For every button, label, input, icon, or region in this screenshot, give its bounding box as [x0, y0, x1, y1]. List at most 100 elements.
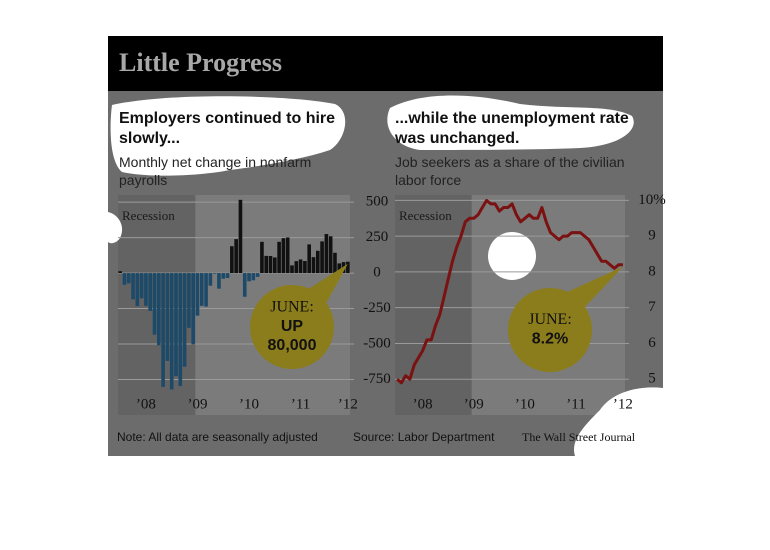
chart-subtitle: Monthly net change in nonfarm payrolls — [119, 154, 312, 188]
x-tick-label: ’08 — [136, 396, 156, 412]
y-tick-label: 8 — [648, 263, 656, 279]
bar — [126, 273, 131, 284]
bar — [135, 273, 140, 307]
bar — [208, 273, 213, 286]
bar — [238, 199, 243, 274]
bar — [122, 273, 127, 285]
credit: The Wall Street Journal — [522, 430, 636, 444]
bar — [281, 238, 286, 274]
chart-subtitle: Job seekers as a share of the civilian l… — [395, 154, 625, 188]
mask-blob — [387, 95, 634, 150]
note: Note: All data are seasonally adjusted — [117, 430, 318, 444]
x-tick-label: ’08 — [413, 396, 433, 412]
bar — [324, 234, 329, 274]
bar — [311, 257, 316, 274]
chart-title: ...while the unemployment rate was uncha… — [395, 110, 629, 147]
bar — [268, 256, 273, 274]
mask-blob — [574, 387, 663, 456]
recession-label: Recession — [122, 208, 175, 223]
bar — [118, 271, 122, 274]
bar — [169, 273, 174, 390]
source: Source: Labor Department — [353, 430, 495, 444]
callout-text: 8.2% — [532, 331, 568, 348]
recession-shade — [395, 195, 472, 415]
bar — [346, 261, 350, 274]
bar — [320, 241, 324, 274]
mask-blob — [108, 212, 123, 244]
bar — [333, 252, 337, 274]
bar — [290, 265, 294, 274]
y-tick-label: 9 — [648, 228, 656, 244]
bar — [161, 273, 165, 387]
y-tick-label: 6 — [648, 335, 656, 351]
x-tick-label: ’12 — [338, 396, 358, 412]
y-tick-label: 7 — [648, 299, 656, 315]
callout-text: UP — [281, 318, 304, 335]
line-series — [396, 198, 623, 385]
x-tick-label: ’09 — [187, 396, 207, 412]
callout-circle — [508, 288, 592, 372]
bar — [178, 273, 183, 387]
bar — [328, 236, 333, 274]
bar — [221, 273, 226, 279]
bar — [182, 273, 187, 367]
chart-title: Employers continued to hire slowly... — [119, 110, 336, 147]
bar — [144, 273, 148, 306]
y-tick-label: 5 — [648, 371, 656, 387]
callout-pointer — [565, 266, 623, 310]
mask-blob — [110, 96, 346, 176]
y-tick-label: 0 — [373, 265, 381, 281]
bar — [217, 273, 221, 289]
bar — [315, 250, 320, 274]
y-tick-label: 500 — [366, 194, 389, 210]
bar — [260, 241, 264, 274]
bar — [131, 273, 135, 300]
x-tick-label: ’11 — [566, 396, 585, 412]
bar — [204, 273, 208, 307]
bar — [212, 273, 217, 274]
bar — [165, 273, 170, 361]
y-tick-label: -250 — [363, 300, 391, 316]
x-tick-label: ’11 — [291, 396, 310, 412]
bar — [191, 273, 195, 345]
bar — [277, 241, 281, 274]
callout-circle — [250, 285, 334, 369]
bar — [255, 273, 260, 277]
bar — [174, 273, 178, 377]
bar — [242, 273, 247, 297]
bar — [273, 257, 277, 274]
x-tick-label: ’09 — [464, 396, 484, 412]
x-tick-label: ’10 — [239, 396, 259, 412]
bar — [187, 273, 191, 328]
bar — [294, 261, 299, 274]
bar — [230, 246, 234, 274]
bar — [152, 273, 157, 335]
recession-label: Recession — [399, 208, 452, 223]
bar — [234, 239, 238, 274]
y-tick-label: -500 — [363, 335, 391, 351]
bar — [148, 273, 153, 311]
callout-text: JUNE: — [270, 299, 314, 316]
bar — [225, 273, 230, 279]
mask-blob — [488, 232, 536, 280]
bar — [195, 273, 200, 316]
bar — [264, 255, 269, 274]
bar — [303, 261, 307, 274]
bar — [285, 237, 290, 274]
bar — [337, 263, 342, 274]
mask-blobs — [108, 95, 663, 456]
callout-text: 80,000 — [268, 337, 317, 354]
bar — [307, 244, 311, 274]
recession-shade — [118, 195, 196, 415]
bar — [199, 273, 204, 306]
page-title: Little Progress — [119, 48, 282, 77]
callout-text: JUNE: — [528, 311, 572, 328]
x-tick-label: ’10 — [515, 396, 535, 412]
y-tick-label: -750 — [363, 371, 391, 387]
x-tick-label: ’12 — [613, 396, 633, 412]
y-tick-label: 10% — [638, 192, 666, 208]
header-band — [108, 36, 663, 91]
bar — [298, 259, 303, 274]
